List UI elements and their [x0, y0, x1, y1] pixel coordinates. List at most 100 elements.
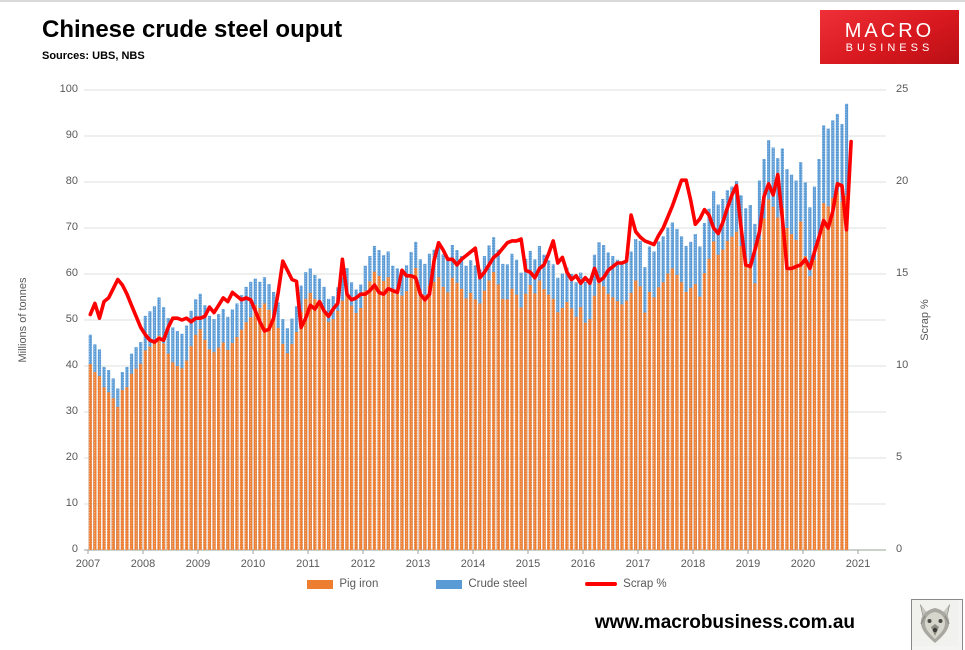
chart-plot-area	[84, 89, 886, 554]
pig-iron-bar	[258, 308, 262, 550]
x-axis-year-2010: 2010	[240, 558, 266, 570]
pig-iron-bar	[744, 258, 748, 550]
legend-swatch	[436, 579, 463, 589]
pig-iron-bar	[602, 286, 606, 550]
chart-legend: Pig iron Crude steel Scrap %	[88, 578, 886, 590]
pig-iron-bar	[560, 308, 564, 550]
logo-line1: MACRO	[844, 19, 935, 42]
pig-iron-bar	[803, 256, 807, 550]
pig-iron-bar	[757, 239, 762, 550]
right-axis-tick-25: 25	[896, 83, 909, 95]
pig-iron-bar	[478, 303, 482, 550]
pig-iron-bar	[657, 287, 661, 550]
left-axis-tick-60: 60	[65, 267, 78, 279]
footer-url: www.macrobusiness.com.au	[594, 612, 855, 633]
pig-iron-bar	[780, 207, 784, 550]
pig-iron-bar	[679, 282, 684, 550]
pig-iron-bar	[620, 304, 624, 550]
pig-iron-bar	[634, 280, 638, 550]
pig-iron-bar	[88, 364, 92, 550]
pig-iron-bar	[734, 231, 739, 550]
pig-iron-bar	[675, 274, 679, 550]
pig-iron-bar	[643, 312, 647, 550]
pig-iron-bar	[762, 218, 766, 550]
pig-iron-bar	[102, 387, 106, 550]
x-axis-year-2016: 2016	[570, 558, 596, 570]
pig-iron-bar	[349, 305, 354, 550]
pig-iron-bar	[794, 239, 798, 550]
pig-iron-bar	[537, 280, 542, 550]
x-axis-year-2015: 2015	[515, 558, 541, 570]
pig-iron-bar	[684, 291, 688, 550]
pig-iron-bar	[180, 368, 184, 550]
pig-iron-bar	[812, 259, 817, 550]
pig-iron-bar	[203, 339, 207, 550]
pig-iron-bar	[844, 195, 849, 550]
pig-iron-bar	[606, 293, 610, 550]
pig-iron-bar	[721, 249, 725, 550]
pig-iron-bar	[432, 281, 436, 550]
pig-iron-bar	[519, 307, 523, 550]
pig-iron-bar	[391, 291, 395, 550]
pig-iron-bar	[230, 343, 234, 550]
pig-iron-bar	[120, 389, 124, 550]
legend-swatch	[585, 582, 618, 586]
pig-iron-bar	[450, 277, 454, 550]
pig-iron-bar	[317, 302, 322, 550]
pig-iron-bar	[331, 319, 335, 550]
wolf-head-icon	[912, 600, 958, 646]
pig-iron-bar	[221, 342, 225, 550]
pig-iron-bar	[441, 286, 445, 550]
x-axis-year-2018: 2018	[680, 558, 706, 570]
pig-iron-bar	[565, 302, 569, 550]
pig-iron-bar	[134, 368, 138, 550]
pig-iron-bar	[492, 272, 496, 550]
pig-iron-bar	[624, 300, 629, 550]
chart-sources: Sources: UBS, NBS	[42, 50, 145, 62]
pig-iron-bar	[423, 295, 427, 550]
pig-iron-bar	[666, 273, 670, 550]
pig-iron-bar	[226, 349, 230, 550]
pig-iron-bar	[455, 282, 459, 550]
pig-iron-bar	[574, 316, 578, 550]
pig-iron-bar	[698, 296, 702, 550]
right-axis-tick-15: 15	[896, 267, 909, 279]
pig-iron-bar	[629, 292, 633, 550]
pig-iron-bar	[785, 228, 789, 550]
pig-iron-bar	[583, 322, 587, 550]
wolf-logo-box	[911, 599, 963, 650]
pig-iron-bar	[725, 240, 729, 550]
left-axis-tick-90: 90	[65, 129, 78, 141]
x-axis-year-2008: 2008	[130, 558, 156, 570]
pig-iron-bar	[661, 282, 665, 550]
pig-iron-bar	[404, 291, 409, 550]
pig-iron-bar	[162, 343, 166, 550]
pig-iron-bar	[184, 360, 189, 550]
pig-iron-bar	[267, 309, 271, 550]
pig-iron-bar	[835, 191, 839, 550]
pig-iron-bar	[556, 312, 560, 550]
pig-iron-bar	[152, 342, 157, 550]
pig-iron-bar	[831, 198, 835, 550]
pig-iron-bar	[327, 321, 331, 550]
pig-iron-bar	[822, 203, 826, 550]
pig-iron-bar	[510, 288, 514, 550]
logo-line2: BUSINESS	[845, 41, 934, 54]
crude-steel-bars	[88, 103, 849, 551]
x-axis-year-2011: 2011	[296, 558, 320, 570]
pig-iron-bar	[414, 268, 418, 550]
pig-iron-bar	[97, 376, 102, 550]
pig-iron-bar	[427, 285, 432, 550]
left-axis-tick-20: 20	[65, 451, 78, 463]
pig-iron-bar	[542, 289, 546, 550]
pig-iron-bar	[670, 268, 674, 550]
legend-label: Pig iron	[339, 578, 379, 590]
pig-iron-bar	[253, 304, 257, 550]
pig-iron-bar	[524, 293, 528, 550]
pig-iron-bar	[748, 264, 752, 550]
pig-iron-bar	[739, 245, 743, 550]
pig-iron-bar	[528, 285, 532, 550]
pig-iron-bar	[707, 258, 711, 550]
pig-iron-bar	[771, 206, 775, 550]
